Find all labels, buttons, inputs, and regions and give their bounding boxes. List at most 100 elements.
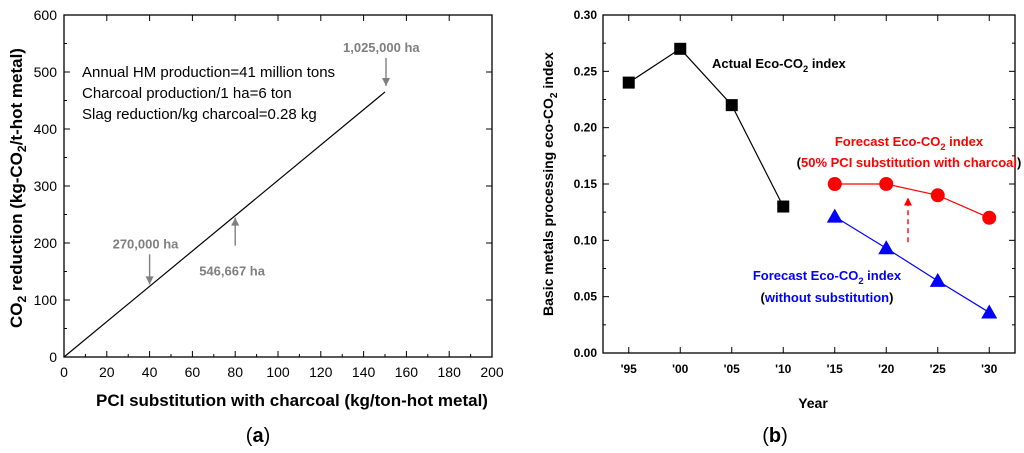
y-tick-label: 0 [49,349,57,365]
x-tick-label: 0 [60,364,68,380]
y-axis-label: CO2 reduction (kg-CO2/t-hot metal) [7,48,29,328]
series-line [834,183,990,219]
y-tick-label: 0.20 [574,121,598,135]
annotation-arrow [382,57,390,86]
arrow-head [904,197,912,206]
series-sublabel: (50% PCI substitution with charcoal) [797,155,1022,170]
panel-paren: ) [264,425,271,447]
label-part: CO [7,302,26,328]
x-tick-label: 160 [395,364,419,380]
arrow-head [231,217,240,226]
data-point [777,200,790,213]
annotation-arrow [231,217,240,246]
data-point [827,177,842,191]
subscript: 2 [15,145,29,152]
sublabel-part: ) [1017,155,1021,170]
y-tick-label: 0.15 [574,177,598,191]
x-tick-label: 200 [480,364,504,380]
x-tick-label: '30 [981,362,998,376]
annotation-label: 546,667 ha [199,264,266,279]
note-line: Charcoal production/1 ha=6 ton [82,85,292,102]
x-tick-label: 140 [352,364,376,380]
series-line [628,48,784,207]
x-tick-label: '25 [930,362,947,376]
data-point [982,210,997,225]
label-part: /t-hot metal) [7,48,26,145]
y-tick-label: 0.30 [574,8,598,22]
sublabel-part: 50% PCI substitution with charcoal [801,155,1017,170]
y-tick-label: 0.10 [574,233,598,247]
y-tick-label: 100 [34,292,58,308]
series-line [63,91,386,358]
data-point [981,304,998,319]
annotation-label: 1,025,000 ha [343,40,420,55]
y-tick-label: 0.25 [574,64,598,78]
data-point [929,272,946,287]
x-tick-label: 120 [309,364,333,380]
y-axis-label: Basic metals processing eco-CO2 index [540,52,560,316]
label-part: Forecast Eco-CO [835,134,940,149]
subscript: 2 [803,64,808,74]
y-tick-label: 0.05 [574,290,598,304]
panel-letter: b [769,425,781,447]
sublabel-part: ( [761,290,766,305]
subscript: 2 [549,92,560,98]
data-point [674,42,687,55]
label-part: Basic metals processing eco-CO [540,98,556,316]
series-label: Forecast Eco-CO2 index [753,268,902,286]
x-tick-label: 100 [266,364,290,380]
data-point [930,188,945,203]
label-part: index [808,56,846,71]
y-tick-label: 300 [34,178,58,194]
panel-paren: ) [781,425,788,447]
label-part: index [540,52,556,93]
subscript: 2 [940,142,945,152]
sublabel-part: ( [797,155,802,170]
dashed-arrow [904,197,912,243]
x-axis-label: Year [798,395,828,411]
subscript: 2 [15,295,29,302]
annotation-arrow [145,254,154,285]
x-axis-label: PCI substitution with charcoal (kg/ton-h… [96,391,488,410]
x-tick-label: '15 [827,362,844,376]
panel-label: (a) [246,425,270,447]
chart-b: '95 '00 '05 '10 '15 '20 '25 '30 0.00 0.05 0.10 0.15… [540,8,1021,447]
y-tick-label: 500 [34,64,58,80]
label-part: index [864,268,902,283]
x-tick-label: '00 [672,362,689,376]
data-point [826,208,843,223]
chart-a: 0 20 40 60 80 100 120 140 160 180 200 0 100 200 300 400… [7,7,504,447]
y-tick-label: 0.00 [574,346,598,360]
data-point [725,99,738,112]
arrow-head [145,276,154,285]
panel-label: (b) [762,425,788,447]
data-point [878,240,895,255]
arrow-head [382,77,390,86]
sublabel-part: without substitution [764,290,889,305]
y-tick-label: 600 [34,7,58,23]
x-tick-label: 20 [99,364,115,380]
x-tick-label: 80 [227,364,243,380]
data-point [879,177,894,191]
sublabel-part: ) [889,290,893,305]
x-tick-label: '05 [724,362,741,376]
subscript: 2 [858,276,863,286]
x-tick-label: '20 [878,362,895,376]
series-label: Forecast Eco-CO2 index [835,134,984,152]
panel-paren: ( [762,425,769,447]
y-tick-label: 400 [34,121,58,137]
label-part: Forecast Eco-CO [753,268,858,283]
series-label: Actual Eco-CO2 index [712,56,847,74]
note-line: Annual HM production=41 million tons [82,64,335,81]
series-line [834,216,990,313]
series-sublabel: (without substitution) [761,290,894,305]
x-tick-label: 180 [438,364,462,380]
y-tick-label: 200 [34,235,58,251]
panel-paren: ( [246,425,253,447]
x-tick-label: 60 [185,364,201,380]
x-tick-label: 40 [142,364,158,380]
label-part: index [946,134,984,149]
annotation-label: 270,000 ha [113,236,180,251]
label-part: reduction (kg-CO [7,152,26,296]
